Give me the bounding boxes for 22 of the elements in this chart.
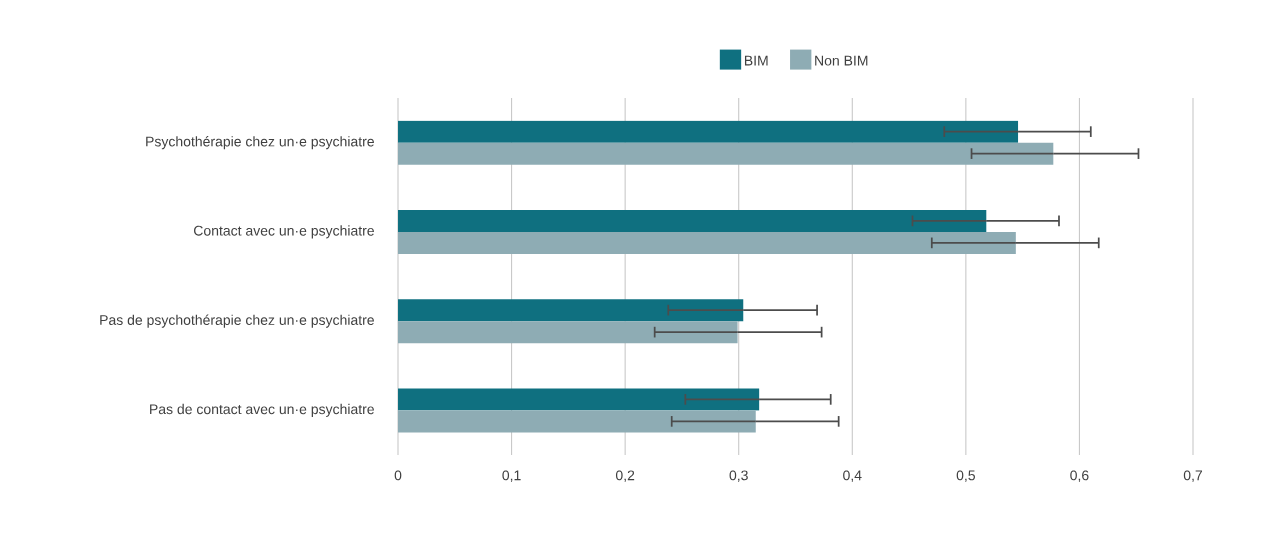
bar — [398, 299, 744, 322]
bar — [398, 120, 1019, 143]
y-tick-label: Pas de psychothérapie chez un·e psychiatre — [100, 314, 374, 328]
x-tick-label: 0,2 — [615, 470, 635, 482]
bar — [398, 231, 1016, 254]
bar — [398, 388, 760, 411]
bar — [398, 321, 738, 344]
x-tick-label: 0,3 — [729, 470, 748, 482]
legend-label: Non BIM — [815, 55, 868, 66]
legend-label: BIM — [744, 55, 768, 66]
bar — [398, 410, 756, 433]
x-tick-label: 0,1 — [502, 470, 521, 482]
y-tick-label: Psychothérapie chez un·e psychiatre — [146, 136, 374, 150]
x-tick-label: 0,4 — [843, 470, 862, 482]
x-tick-label: 0,7 — [1183, 470, 1203, 482]
bar — [398, 142, 1054, 165]
x-tick-label: 0,5 — [956, 470, 975, 482]
x-tick-label: 0,6 — [1070, 470, 1089, 482]
x-tick-label: 0 — [394, 470, 402, 481]
y-tick-label: Pas de contact avec un·e psychiatre — [150, 403, 374, 417]
y-tick-label: Contact avec un·e psychiatre — [194, 225, 374, 239]
bar — [398, 209, 987, 232]
